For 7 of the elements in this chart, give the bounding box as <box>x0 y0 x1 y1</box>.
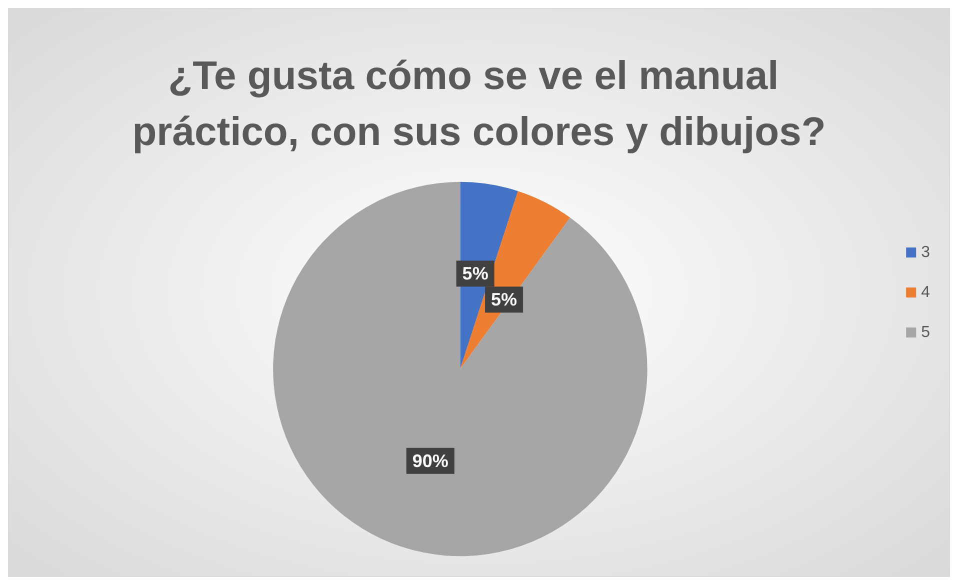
data-label: 90% <box>412 450 448 471</box>
legend-label: 5 <box>921 324 930 341</box>
data-label: 5% <box>491 290 518 310</box>
chart-title: ¿Te gusta cómo se ve el manual práctico, con sus colores y dibujos? <box>132 54 826 154</box>
legend-label: 3 <box>921 244 930 261</box>
data-label: 5% <box>462 264 488 284</box>
legend-label: 4 <box>921 284 930 301</box>
